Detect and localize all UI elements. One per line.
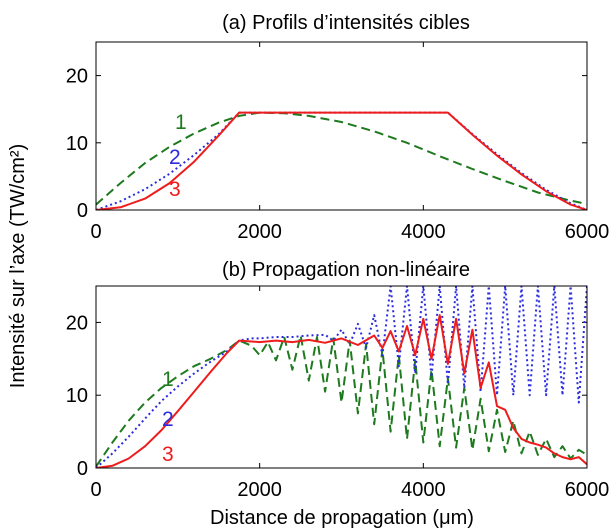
y-tick-label: 10: [66, 133, 88, 155]
curve-label-1-a: 1: [175, 111, 187, 134]
x-tick-label: 4000: [401, 479, 446, 501]
shared-x-label: Distance de propagation (μm): [210, 507, 474, 529]
x-tick-label: 0: [90, 479, 101, 501]
curve-label-2-a: 2: [169, 146, 181, 169]
series-1-line-b: [96, 334, 587, 468]
plot-frame-b: [95, 285, 588, 469]
series-2-line-b: [96, 286, 587, 468]
y-tick-label: 20: [66, 312, 88, 334]
series-3-line-b: [96, 314, 587, 468]
curve-label-3-b: 3: [162, 443, 174, 466]
series-3-line-a: [96, 111, 587, 210]
x-tick-label: 2000: [237, 479, 282, 501]
series-1-line-a: [96, 111, 587, 206]
shared-y-label: Intensité sur l’axe (TW/cm²): [7, 144, 29, 388]
y-tick-label: 0: [77, 200, 88, 222]
plot-area-a: [96, 111, 587, 210]
ticks-b: 0 2000 4000 6000 0 10 20: [66, 286, 610, 501]
x-tick-label: 6000: [565, 479, 610, 501]
plot-area-b: [96, 286, 587, 468]
x-tick-label: 2000: [237, 221, 282, 243]
curve-label-3-a: 3: [169, 178, 181, 201]
plot-frame-a: [95, 41, 588, 211]
panel-b: (b) Propagation non-linéaire 0 2000 4000 60…: [66, 259, 610, 501]
y-tick-label: 0: [77, 458, 88, 480]
x-tick-label: 6000: [565, 221, 610, 243]
curve-label-2-b: 2: [162, 408, 174, 431]
ticks-a: 0 2000 4000 6000 0 10 20: [66, 42, 610, 243]
x-tick-label: 0: [90, 221, 101, 243]
x-tick-label: 4000: [401, 221, 446, 243]
chart-title-b: (b) Propagation non-linéaire: [222, 259, 470, 281]
y-tick-label: 20: [66, 66, 88, 88]
panel-a: (a) Profils d’intensités cibles 0 2000 400…: [66, 12, 610, 243]
chart-title-a: (a) Profils d’intensités cibles: [222, 12, 470, 34]
curve-label-1-b: 1: [162, 368, 174, 391]
y-tick-label: 10: [66, 385, 88, 407]
